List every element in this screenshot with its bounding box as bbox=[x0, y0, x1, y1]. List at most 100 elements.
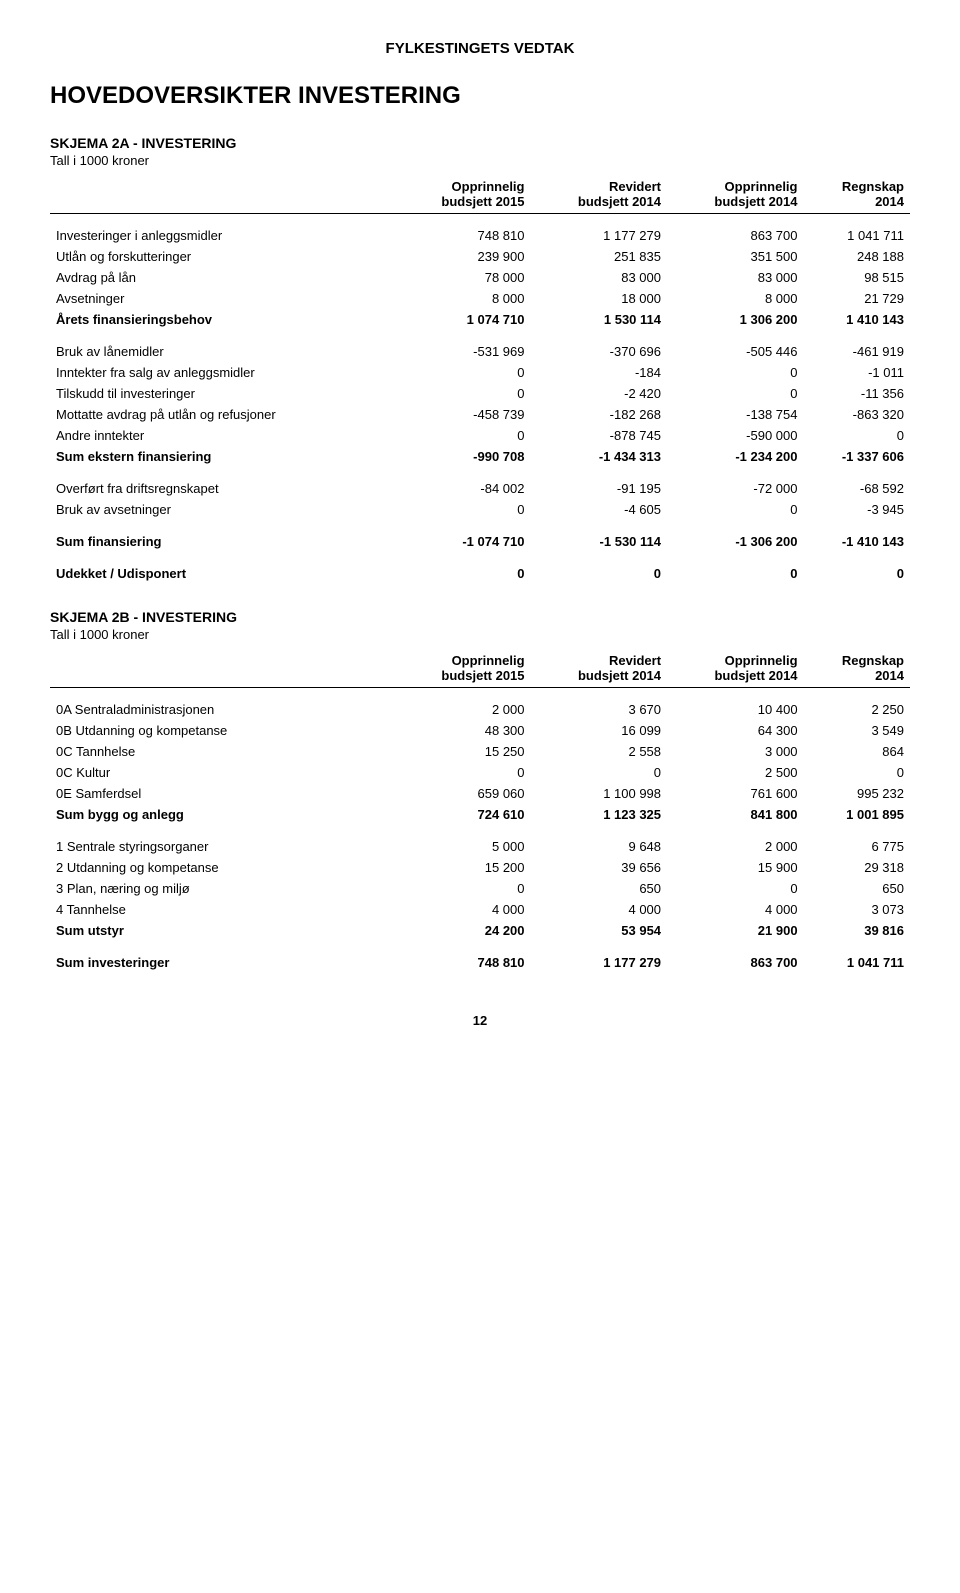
row-label: Inntekter fra salg av anleggsmidler bbox=[50, 362, 394, 383]
cell-value: 18 000 bbox=[531, 288, 668, 309]
row-label: Sum investeringer bbox=[50, 941, 394, 973]
row-label: 0C Kultur bbox=[50, 762, 394, 783]
table-2b: Opprinneligbudsjett 2015 Revidertbudsjet… bbox=[50, 650, 910, 973]
cell-value: 2 558 bbox=[531, 741, 668, 762]
table-row: Sum bygg og anlegg724 6101 123 325841 80… bbox=[50, 804, 910, 825]
cell-value: 650 bbox=[531, 878, 668, 899]
row-label: Avsetninger bbox=[50, 288, 394, 309]
table-row: 0A Sentraladministrasjonen2 0003 67010 4… bbox=[50, 688, 910, 721]
row-label: Investeringer i anleggsmidler bbox=[50, 214, 394, 247]
cell-value: 15 250 bbox=[394, 741, 531, 762]
cell-value: 761 600 bbox=[667, 783, 804, 804]
cell-value: -878 745 bbox=[531, 425, 668, 446]
cell-value: 8 000 bbox=[394, 288, 531, 309]
cell-value: 251 835 bbox=[531, 246, 668, 267]
table-row: 3 Plan, næring og miljø06500650 bbox=[50, 878, 910, 899]
cell-value: 29 318 bbox=[804, 857, 910, 878]
table-row: 0B Utdanning og kompetanse48 30016 09964… bbox=[50, 720, 910, 741]
table-row: 0C Kultur002 5000 bbox=[50, 762, 910, 783]
table-row: Utlån og forskutteringer239 900251 83535… bbox=[50, 246, 910, 267]
cell-value: -1 410 143 bbox=[804, 520, 911, 552]
cell-value: 3 000 bbox=[667, 741, 804, 762]
cell-value: -370 696 bbox=[531, 330, 668, 362]
cell-value: 863 700 bbox=[667, 214, 804, 247]
cell-value: 98 515 bbox=[804, 267, 911, 288]
cell-value: 2 250 bbox=[804, 688, 910, 721]
col-header: Regnskap2014 bbox=[804, 176, 911, 214]
cell-value: 0 bbox=[394, 762, 531, 783]
row-label: Sum finansiering bbox=[50, 520, 394, 552]
table-row: Bruk av avsetninger0-4 6050-3 945 bbox=[50, 499, 910, 520]
table-row: 4 Tannhelse4 0004 0004 0003 073 bbox=[50, 899, 910, 920]
cell-value: -990 708 bbox=[394, 446, 531, 467]
cell-value: 83 000 bbox=[531, 267, 668, 288]
cell-value: 83 000 bbox=[667, 267, 804, 288]
cell-value: -4 605 bbox=[531, 499, 668, 520]
cell-value: 4 000 bbox=[667, 899, 804, 920]
col-header: Revidertbudsjett 2014 bbox=[531, 650, 668, 688]
cell-value: -1 337 606 bbox=[804, 446, 911, 467]
table-row: Inntekter fra salg av anleggsmidler 0-184… bbox=[50, 362, 910, 383]
row-label: 0E Samferdsel bbox=[50, 783, 394, 804]
cell-value: -11 356 bbox=[804, 383, 911, 404]
page-number: 12 bbox=[50, 1013, 910, 1028]
cell-value: 0 bbox=[394, 499, 531, 520]
cell-value: 724 610 bbox=[394, 804, 531, 825]
section-2a-title: SKJEMA 2A - INVESTERING bbox=[50, 135, 910, 151]
cell-value: 10 400 bbox=[667, 688, 804, 721]
cell-value: 1 100 998 bbox=[531, 783, 668, 804]
cell-value: 4 000 bbox=[394, 899, 531, 920]
cell-value: -1 306 200 bbox=[667, 520, 804, 552]
row-label: Sum ekstern finansiering bbox=[50, 446, 394, 467]
cell-value: 995 232 bbox=[804, 783, 910, 804]
table-2a: Opprinneligbudsjett 2015 Revidertbudsjet… bbox=[50, 176, 910, 584]
row-label: 2 Utdanning og kompetanse bbox=[50, 857, 394, 878]
cell-value: 0 bbox=[667, 383, 804, 404]
cell-value: 0 bbox=[394, 878, 531, 899]
table-row: Overført fra driftsregnskapet-84 002-91 … bbox=[50, 467, 910, 499]
col-header: Revidertbudsjett 2014 bbox=[531, 176, 668, 214]
cell-value: 1 041 711 bbox=[804, 941, 910, 973]
cell-value: 1 074 710 bbox=[394, 309, 531, 330]
cell-value: 863 700 bbox=[667, 941, 804, 973]
cell-value: -1 530 114 bbox=[531, 520, 668, 552]
cell-value: 0 bbox=[804, 425, 911, 446]
cell-value: -531 969 bbox=[394, 330, 531, 362]
table-row: Årets finansieringsbehov1 074 7101 530 1… bbox=[50, 309, 910, 330]
row-label: 0C Tannhelse bbox=[50, 741, 394, 762]
table-row: Sum finansiering-1 074 710-1 530 114-1 3… bbox=[50, 520, 910, 552]
table-row: Udekket / Udisponert0000 bbox=[50, 552, 910, 584]
table-row: 0C Tannhelse15 2502 5583 000864 bbox=[50, 741, 910, 762]
cell-value: -1 074 710 bbox=[394, 520, 531, 552]
table-row: Andre inntekter0-878 745-590 0000 bbox=[50, 425, 910, 446]
cell-value: -863 320 bbox=[804, 404, 911, 425]
cell-value: -1 434 313 bbox=[531, 446, 668, 467]
row-label: Bruk av avsetninger bbox=[50, 499, 394, 520]
cell-value: -72 000 bbox=[667, 467, 804, 499]
row-label: Utlån og forskutteringer bbox=[50, 246, 394, 267]
cell-value: 16 099 bbox=[531, 720, 668, 741]
cell-value: 659 060 bbox=[394, 783, 531, 804]
cell-value: 0 bbox=[531, 552, 668, 584]
row-label: 3 Plan, næring og miljø bbox=[50, 878, 394, 899]
cell-value: -3 945 bbox=[804, 499, 911, 520]
row-label: Sum bygg og anlegg bbox=[50, 804, 394, 825]
row-label: Mottatte avdrag på utlån og refusjoner bbox=[50, 404, 394, 425]
col-header: Opprinneligbudsjett 2015 bbox=[394, 650, 531, 688]
cell-value: -505 446 bbox=[667, 330, 804, 362]
cell-value: 0 bbox=[667, 362, 804, 383]
col-header: Regnskap2014 bbox=[804, 650, 910, 688]
row-label: Avdrag på lån bbox=[50, 267, 394, 288]
row-label: Andre inntekter bbox=[50, 425, 394, 446]
table-row: Avdrag på lån78 00083 00083 00098 515 bbox=[50, 267, 910, 288]
cell-value: 748 810 bbox=[394, 214, 531, 247]
cell-value: 748 810 bbox=[394, 941, 531, 973]
cell-value: -91 195 bbox=[531, 467, 668, 499]
cell-value: 2 000 bbox=[667, 825, 804, 857]
table-row: 2 Utdanning og kompetanse15 20039 65615 … bbox=[50, 857, 910, 878]
cell-value: 21 900 bbox=[667, 920, 804, 941]
row-label: Overført fra driftsregnskapet bbox=[50, 467, 394, 499]
cell-value: 0 bbox=[531, 762, 668, 783]
cell-value: -182 268 bbox=[531, 404, 668, 425]
cell-value: -184 bbox=[531, 362, 668, 383]
